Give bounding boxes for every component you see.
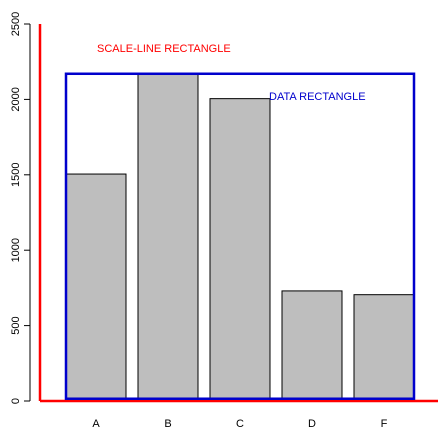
data-rectangle — [64, 72, 416, 400]
y-tick-label-2500: 2500 — [10, 12, 22, 36]
y-tick-label-1500: 1500 — [10, 163, 22, 187]
x-tick-label-f: F — [381, 418, 388, 430]
y-tick-label-0: 0 — [10, 398, 22, 404]
y-tick-label-2000: 2000 — [10, 87, 22, 111]
bar-f — [353, 294, 415, 400]
x-tick-label-b: B — [164, 418, 171, 430]
data-rect-layer — [64, 72, 416, 400]
labels-layer: SCALE-LINE RECTANGLE DATA RECTANGLE — [97, 43, 366, 103]
bar-b — [137, 73, 199, 400]
data-rectangle-label: DATA RECTANGLE — [269, 91, 366, 103]
y-tick-label-500: 500 — [10, 316, 22, 334]
bar-c — [209, 98, 271, 400]
axis-layer: 0 500 1000 1500 2000 2500 — [10, 12, 31, 404]
x-tick-label-c: C — [236, 418, 244, 430]
scale-lines-layer — [38, 24, 438, 403]
bar-a — [65, 173, 127, 400]
bar-d — [281, 290, 343, 400]
scale-line-rectangle-label: SCALE-LINE RECTANGLE — [97, 43, 231, 55]
x-tick-label-d: D — [308, 418, 316, 430]
y-tick-label-1000: 1000 — [10, 238, 22, 262]
x-tick-label-a: A — [92, 418, 100, 430]
